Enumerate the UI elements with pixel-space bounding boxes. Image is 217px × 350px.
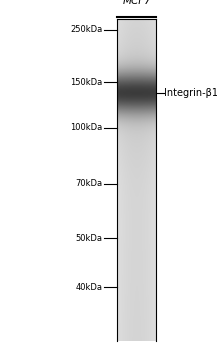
Text: 40kDa: 40kDa [75,282,102,292]
Text: 100kDa: 100kDa [70,123,102,132]
Text: 150kDa: 150kDa [70,78,102,87]
Text: 50kDa: 50kDa [75,233,102,243]
Text: 250kDa: 250kDa [70,25,102,34]
Text: 70kDa: 70kDa [75,179,102,188]
Text: Integrin-β1/CD29: Integrin-β1/CD29 [164,88,217,98]
Text: MCF7: MCF7 [122,0,151,6]
